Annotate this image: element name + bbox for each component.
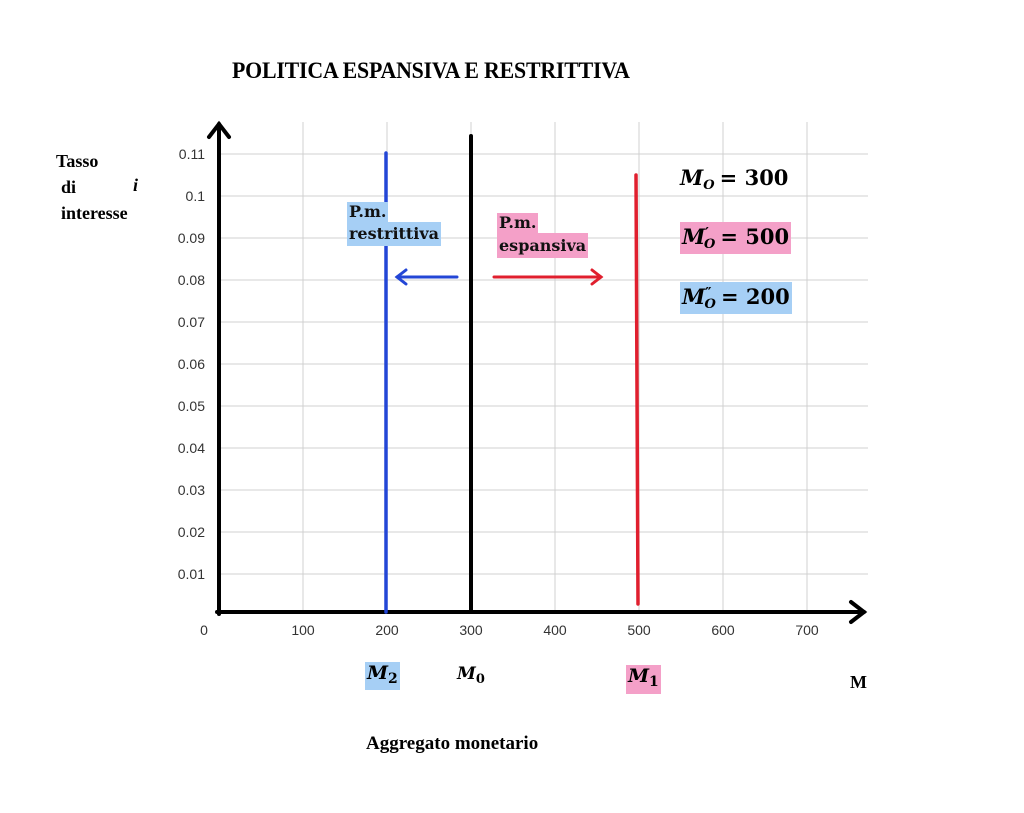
x-tick: 700 <box>795 622 819 638</box>
y-tick: 0.06 <box>177 356 205 372</box>
x-axis-symbol: M <box>850 672 867 692</box>
legend-m0: MO = 300 <box>680 165 789 194</box>
y-tick: 0.11 <box>178 146 205 162</box>
legend-m0-double-prime: M″O = 200 <box>680 282 792 315</box>
y-tick: 0.1 <box>185 188 205 204</box>
gridlines <box>219 122 868 612</box>
y-tick: 0.09 <box>177 230 205 246</box>
legend-m0-prime: M′O = 500 <box>680 222 792 255</box>
m2-label: M2 <box>365 662 400 690</box>
x-tick: 300 <box>459 622 483 638</box>
m1-label: M1 <box>626 665 661 694</box>
y-tick: 0.07 <box>177 314 205 330</box>
y-tick: 0.01 <box>177 566 205 582</box>
x-tick: 600 <box>711 622 735 638</box>
restrittiva-label-line1: P.m. <box>347 202 389 222</box>
x-axis-label: Aggregato monetario <box>366 733 539 754</box>
y-axis-label-line1: Tasso <box>56 151 99 171</box>
x-tick: 400 <box>543 622 567 638</box>
x-tick: 200 <box>375 622 399 638</box>
x-axis-arrowhead <box>849 600 868 624</box>
restrittiva-arrow <box>394 268 459 286</box>
m0-label: M0 <box>457 664 485 688</box>
y-tick: 0.02 <box>177 524 205 540</box>
y-axis-label-line3: interesse <box>61 203 128 223</box>
y-axis-label-line2: di <box>61 177 77 197</box>
restrittiva-label-line2: restrittiva <box>347 222 442 246</box>
x-tick: 100 <box>291 622 315 638</box>
espansiva-label-line1: P.m. <box>497 213 539 233</box>
x-tick: 500 <box>627 622 651 638</box>
espansiva-label-line2: espansiva <box>497 233 589 258</box>
x-tick: 0 <box>200 622 208 638</box>
y-tick: 0.05 <box>177 398 205 414</box>
m1-line <box>634 173 640 606</box>
espansiva-arrow <box>492 268 604 286</box>
y-axis-arrowhead <box>207 120 231 139</box>
y-tick: 0.04 <box>177 440 205 456</box>
y-axis-symbol: i <box>133 175 139 195</box>
y-tick: 0.08 <box>177 272 205 288</box>
chart-title: POLITICA ESPANSIVA E RESTRITTIVA <box>232 58 630 83</box>
y-tick: 0.03 <box>177 482 205 498</box>
